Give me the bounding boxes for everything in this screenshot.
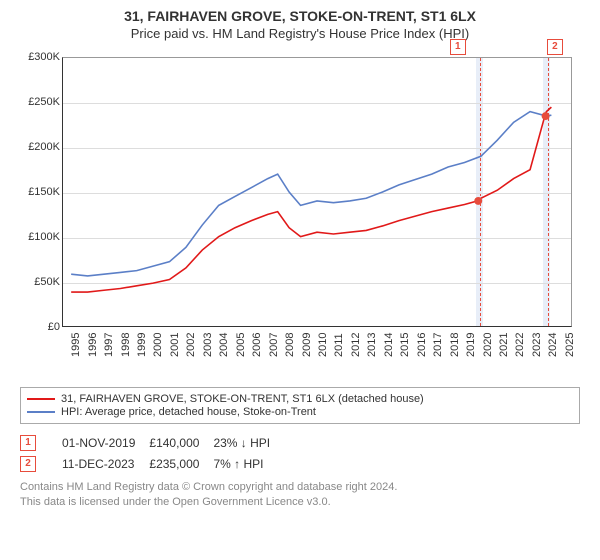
legend-item: HPI: Average price, detached house, Stok… <box>27 406 573 418</box>
legend: 31, FAIRHAVEN GROVE, STOKE-ON-TRENT, ST1… <box>20 387 580 424</box>
footer-attribution: Contains HM Land Registry data © Crown c… <box>20 480 580 510</box>
y-axis-label: £300K <box>20 51 60 63</box>
legend-item: 31, FAIRHAVEN GROVE, STOKE-ON-TRENT, ST1… <box>27 393 573 405</box>
footer-line: Contains HM Land Registry data © Crown c… <box>20 480 580 495</box>
chart-marker-box: 1 <box>450 39 466 55</box>
chart-marker-box: 2 <box>547 39 563 55</box>
event-row: 2 11-DEC-2023 £235,000 7% ↑ HPI <box>20 453 284 474</box>
price-chart: £0£50K£100K£150K£200K£250K£300K 19951996… <box>20 51 580 381</box>
event-dot <box>474 197 482 205</box>
event-date: 01-NOV-2019 <box>62 432 149 453</box>
legend-label: HPI: Average price, detached house, Stok… <box>61 406 316 418</box>
event-marker-icon: 1 <box>20 435 36 451</box>
y-axis-label: £0 <box>20 321 60 333</box>
y-axis-label: £50K <box>20 276 60 288</box>
event-row: 1 01-NOV-2019 £140,000 23% ↓ HPI <box>20 432 284 453</box>
event-marker-icon: 2 <box>20 456 36 472</box>
plot-area <box>62 57 572 327</box>
x-axis-label: 2025 <box>564 333 600 357</box>
event-price: £140,000 <box>149 432 213 453</box>
page-root: 31, FAIRHAVEN GROVE, STOKE-ON-TRENT, ST1… <box>0 0 600 560</box>
event-date: 11-DEC-2023 <box>62 453 149 474</box>
chart-lines <box>63 58 571 326</box>
event-delta: 7% ↑ HPI <box>213 453 284 474</box>
event-dot <box>542 112 550 120</box>
chart-title: 31, FAIRHAVEN GROVE, STOKE-ON-TRENT, ST1… <box>8 8 592 24</box>
legend-swatch <box>27 398 55 400</box>
y-axis-label: £250K <box>20 96 60 108</box>
y-axis-label: £150K <box>20 186 60 198</box>
legend-swatch <box>27 411 55 413</box>
chart-subtitle: Price paid vs. HM Land Registry's House … <box>8 26 592 41</box>
legend-label: 31, FAIRHAVEN GROVE, STOKE-ON-TRENT, ST1… <box>61 393 424 405</box>
event-table: 1 01-NOV-2019 £140,000 23% ↓ HPI 2 11-DE… <box>20 432 580 474</box>
event-price: £235,000 <box>149 453 213 474</box>
event-delta: 23% ↓ HPI <box>213 432 284 453</box>
series-line-hpi <box>71 112 551 276</box>
y-axis-label: £100K <box>20 231 60 243</box>
footer-line: This data is licensed under the Open Gov… <box>20 495 580 510</box>
y-axis-label: £200K <box>20 141 60 153</box>
